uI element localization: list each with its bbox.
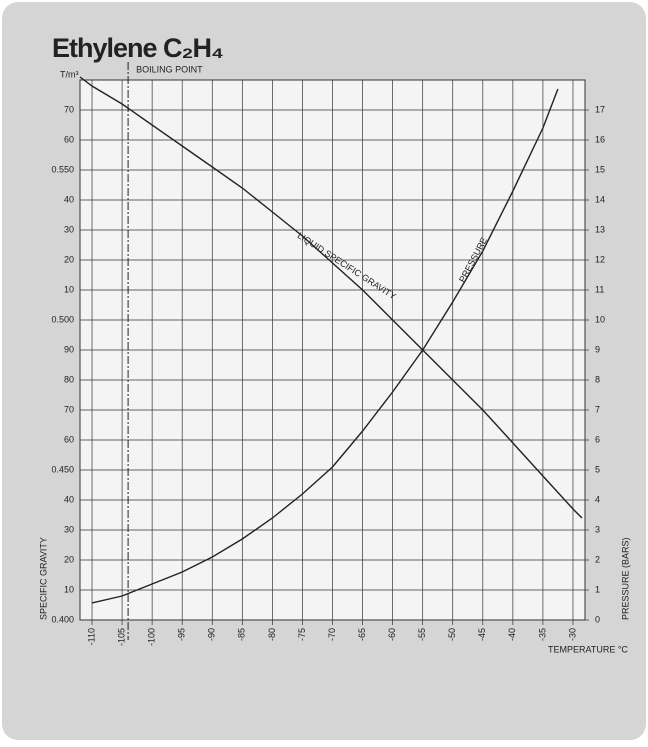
y-tick-label: 70 <box>64 104 74 114</box>
boiling-point-label: BOILING POINT <box>136 64 203 74</box>
y-axis-label: SPECIFIC GRAVITY <box>38 537 48 620</box>
x-tick-label: -100 <box>147 628 157 646</box>
x-tick-label: -55 <box>417 628 427 641</box>
y-unit: T/m³ <box>60 69 79 79</box>
y-tick-label: 10 <box>64 284 74 294</box>
y-tick-label: 0.400 <box>51 614 74 624</box>
x-tick-label: -105 <box>116 628 126 646</box>
x-tick-label: -70 <box>327 628 337 641</box>
y2-tick-label: 9 <box>595 344 600 354</box>
y-tick-label: 0.450 <box>51 464 74 474</box>
y-tick-label: 0.550 <box>51 164 74 174</box>
x-tick-label: -110 <box>86 628 96 645</box>
y2-tick-label: 6 <box>595 434 600 444</box>
x-tick-label: -75 <box>297 628 307 641</box>
y2-tick-label: 1 <box>595 584 600 594</box>
y-tick-label: 20 <box>64 254 74 264</box>
x-tick-label: -40 <box>507 628 517 641</box>
y2-tick-label: 13 <box>595 224 605 234</box>
chart-title: Ethylene C₂H₄ <box>52 33 223 63</box>
y2-tick-label: 17 <box>595 104 605 114</box>
y2-axis-label: PRESSURE (BARS) <box>620 537 630 620</box>
y2-tick-label: 7 <box>595 404 600 414</box>
x-axis-label: TEMPERATURE °C <box>548 644 628 654</box>
y-tick-label: 30 <box>64 524 74 534</box>
x-tick-label: -30 <box>567 628 577 641</box>
y2-tick-label: 2 <box>595 554 600 564</box>
y-tick-label: 40 <box>64 494 74 504</box>
y-tick-label: 80 <box>64 374 74 384</box>
y-tick-label: 10 <box>64 584 74 594</box>
y2-tick-label: 14 <box>595 194 605 204</box>
y-tick-label: 60 <box>64 434 74 444</box>
x-tick-label: -35 <box>537 628 547 641</box>
y2-tick-label: 10 <box>595 314 605 324</box>
x-tick-label: -85 <box>237 628 247 641</box>
y2-tick-label: 3 <box>595 524 600 534</box>
y2-tick-label: 11 <box>595 284 604 294</box>
y2-tick-label: 12 <box>595 254 605 264</box>
y-tick-label: 0.500 <box>51 314 74 324</box>
y-tick-label: 90 <box>64 344 74 354</box>
y2-tick-label: 4 <box>595 494 600 504</box>
x-tick-label: -60 <box>387 628 397 641</box>
y-tick-label: 60 <box>64 134 74 144</box>
y2-tick-label: 16 <box>595 134 605 144</box>
y2-tick-label: 8 <box>595 374 600 384</box>
y-tick-label: 40 <box>64 194 74 204</box>
y-tick-label: 70 <box>64 404 74 414</box>
x-tick-label: -65 <box>357 628 367 641</box>
y2-tick-label: 0 <box>595 614 600 624</box>
y-tick-label: 20 <box>64 554 74 564</box>
x-tick-label: -90 <box>207 628 217 641</box>
x-tick-label: -80 <box>267 628 277 641</box>
x-tick-label: -95 <box>177 628 187 641</box>
y2-tick-label: 5 <box>595 464 600 474</box>
series-line <box>79 76 583 519</box>
y2-tick-label: 15 <box>595 164 605 174</box>
series-line <box>91 88 559 604</box>
x-tick-label: -45 <box>477 628 487 641</box>
y-tick-label: 30 <box>64 224 74 234</box>
x-tick-label: -50 <box>447 628 457 641</box>
